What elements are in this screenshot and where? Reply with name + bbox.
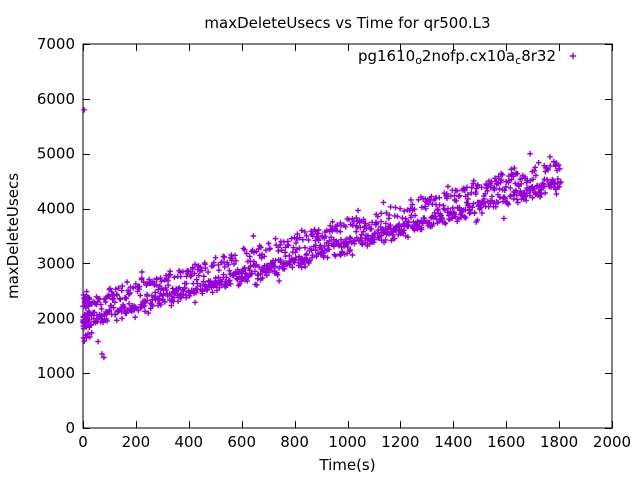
y-axis-label: maxDeleteUsecs	[4, 173, 22, 299]
y-tick-label: 6000	[37, 90, 75, 108]
chart-title: maxDeleteUsecs vs Time for qr500.L3	[204, 14, 490, 32]
x-tick-label: 2000	[593, 433, 631, 451]
y-tick-label: 3000	[37, 254, 75, 272]
y-tick-label: 2000	[37, 309, 75, 327]
y-tick-label: 1000	[37, 364, 75, 382]
y-tick-label: 0	[65, 419, 75, 437]
x-tick-label: 1800	[540, 433, 578, 451]
legend-marker-plus-icon	[569, 52, 577, 60]
y-tick-label: 5000	[37, 145, 75, 163]
scatter-points	[80, 107, 564, 361]
y-tick-label: 7000	[37, 35, 75, 53]
plot-border	[82, 43, 613, 429]
legend-label: pg1610o2nofp.cx10ac8r32	[358, 47, 556, 67]
x-tick-label: 400	[174, 433, 203, 451]
x-tick-label: 1400	[434, 433, 472, 451]
x-axis-label: Time(s)	[318, 456, 375, 474]
x-tick-label: 1600	[487, 433, 525, 451]
x-tick-label: 1000	[328, 433, 366, 451]
x-tick-label: 600	[227, 433, 256, 451]
x-tick-label: 0	[78, 433, 88, 451]
y-tick-label: 4000	[37, 200, 75, 218]
x-tick-label: 200	[122, 433, 151, 451]
x-tick-label: 800	[280, 433, 309, 451]
x-tick-label: 1200	[381, 433, 419, 451]
